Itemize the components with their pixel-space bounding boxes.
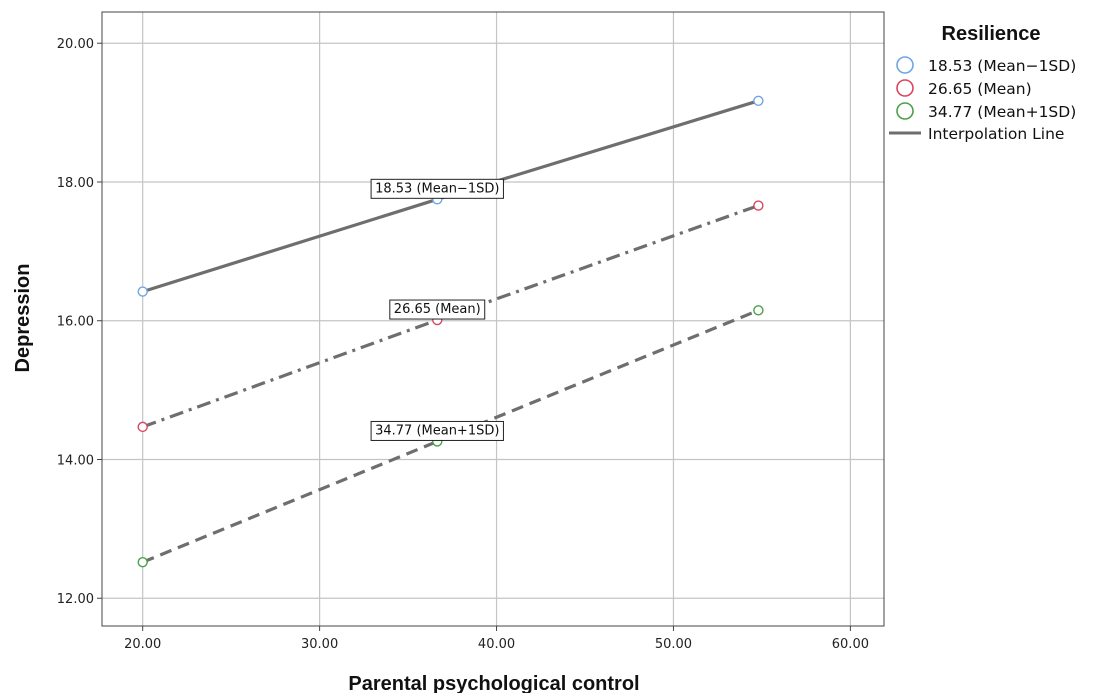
annotation-box bbox=[389, 299, 486, 320]
data-point bbox=[137, 556, 148, 568]
legend-marker bbox=[896, 102, 914, 120]
x-tick-label: 30.00 bbox=[301, 637, 338, 652]
annotation-box bbox=[370, 420, 504, 441]
data-point bbox=[137, 286, 148, 297]
series-annotation: 34.77 (Mean+1SD) bbox=[370, 420, 504, 441]
y-tick-label: 16.00 bbox=[57, 315, 94, 330]
data-point bbox=[753, 95, 764, 107]
annotation-box bbox=[370, 178, 504, 199]
plot-frame bbox=[101, 11, 885, 627]
legend-title: Resilience bbox=[942, 23, 1041, 45]
data-point bbox=[753, 305, 764, 316]
series-line bbox=[142, 308, 759, 564]
series-annotation: 26.65 (Mean) bbox=[389, 299, 486, 320]
grid-layer bbox=[102, 12, 884, 626]
x-tick-label: 50.00 bbox=[655, 637, 692, 652]
x-tick-label: 60.00 bbox=[832, 637, 869, 652]
legend-item: 34.77 (Mean+1SD) bbox=[896, 102, 1076, 121]
y-tick-label: 18.00 bbox=[57, 176, 94, 191]
data-point bbox=[137, 421, 148, 433]
data-point bbox=[753, 200, 764, 211]
y-tick-label: 14.00 bbox=[57, 453, 94, 468]
x-tick-label: 40.00 bbox=[478, 637, 515, 652]
y-tick-label: 20.00 bbox=[57, 37, 94, 52]
legend-label: 34.77 (Mean+1SD) bbox=[928, 103, 1076, 121]
annotation-label: 26.65 (Mean) bbox=[394, 302, 481, 317]
x-tick-label: 20.00 bbox=[124, 637, 161, 652]
legend-line-label: Interpolation Line bbox=[928, 125, 1064, 143]
x-axis-title: Parental psychological control bbox=[348, 673, 639, 693]
legend-item: 18.53 (Mean−1SD) bbox=[896, 56, 1076, 75]
series-layer bbox=[137, 95, 764, 568]
legend-item: 26.65 (Mean) bbox=[896, 79, 1032, 98]
legend-label: 26.65 (Mean) bbox=[928, 80, 1032, 98]
annotation-label: 18.53 (Mean−1SD) bbox=[375, 181, 499, 196]
annotation-label: 34.77 (Mean+1SD) bbox=[375, 423, 499, 438]
annotation-layer: 18.53 (Mean−1SD) 26.65 (Mean) 34.77 (Mean+… bbox=[370, 178, 504, 441]
legend-marker bbox=[896, 79, 914, 97]
legend-marker bbox=[896, 56, 914, 74]
y-tick-label: 12.00 bbox=[57, 592, 94, 607]
legend: Resilience 18.53 (Mean−1SD) 26.65 (Mean) 3… bbox=[889, 23, 1076, 143]
legend-label: 18.53 (Mean−1SD) bbox=[928, 57, 1076, 75]
tick-layer: 20.00 30.00 40.00 50.00 60.00 12.00 14.00 16.00… bbox=[57, 37, 869, 652]
series-annotation: 18.53 (Mean−1SD) bbox=[370, 178, 504, 199]
legend-items: 18.53 (Mean−1SD) 26.65 (Mean) 34.77 (Mean+… bbox=[896, 56, 1076, 121]
y-axis-title: Depression bbox=[12, 264, 34, 373]
